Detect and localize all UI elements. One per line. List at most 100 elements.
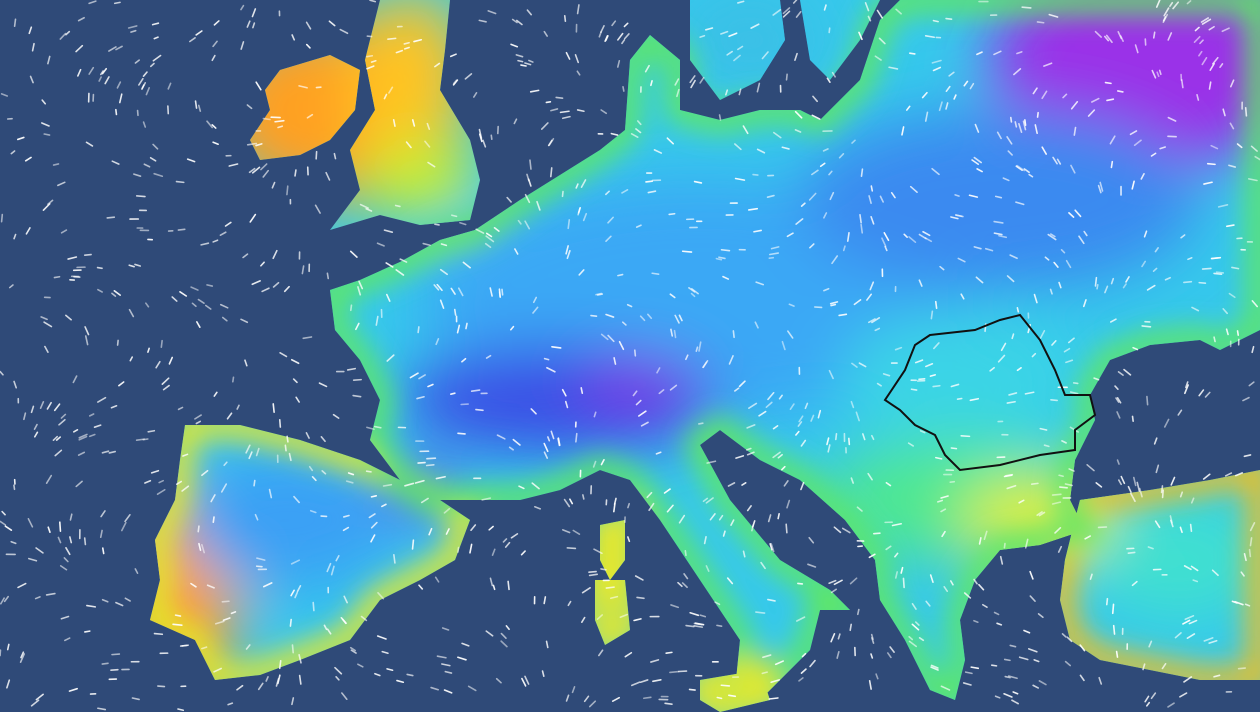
wind-particle [158,479,164,484]
wind-particle [575,183,579,189]
wind-particle [403,41,410,45]
wind-particle [240,318,249,324]
wind-particle [943,586,949,592]
wind-particle [1131,180,1135,190]
wind-particle [501,288,504,296]
wind-particle [86,604,97,608]
wind-particle [705,27,714,31]
wind-particle [1021,6,1032,9]
wind-particle [435,338,440,346]
wind-particle [1201,18,1212,25]
wind-particle [1054,526,1062,534]
wind-particle [922,230,931,237]
wind-particle [737,0,745,4]
wind-particle [655,451,662,455]
wind-particle [1201,57,1208,66]
wind-particle [509,325,515,331]
wind-particle [567,600,572,607]
wind-particle [1145,701,1151,707]
wind-particle [298,674,302,685]
wind-particle [1219,63,1224,69]
wind-particle [1006,275,1015,283]
wind-particle [52,163,60,166]
wind-particle [13,233,17,240]
wind-particle [427,383,434,388]
wind-particle [236,404,240,410]
wind-particle [758,410,767,417]
wind-particle [345,480,354,484]
wind-particle [1013,68,1022,76]
wind-particle [545,640,549,649]
wind-particle [823,287,830,292]
wind-particle [870,653,874,659]
wind-particle [150,62,155,68]
wind-particle [1154,520,1161,529]
wind-particle [418,584,424,590]
wind-particle [1051,493,1062,496]
wind-particle [888,66,899,70]
wind-particle [543,451,549,459]
wind-particle [1095,482,1103,488]
wind-particle [439,268,449,276]
wind-particle [10,540,17,545]
wind-particle [1058,474,1064,478]
wind-particle [881,237,887,248]
wind-particle [1243,454,1252,458]
wind-particle [969,397,980,402]
wind-particle [1146,395,1149,406]
wind-particle [699,76,705,84]
wind-particle [1010,116,1013,123]
wind-particle [1112,624,1116,635]
wind-particle [108,450,116,454]
wind-particle [973,578,978,585]
wind-particle [550,167,553,178]
wind-particle [518,485,525,490]
wind-particle [1004,675,1011,679]
wind-particle [451,214,458,218]
wind-particle [870,434,875,441]
wind-particle [1213,272,1223,276]
wind-particle [153,632,164,636]
wind-particle [6,679,11,689]
wind-particle [640,421,649,427]
wind-particle [794,129,802,133]
wind-particle [1221,27,1230,33]
wind-particle [1146,284,1156,291]
wind-particle [1023,629,1031,634]
wind-particle [283,285,290,293]
wind-particle [975,276,984,284]
wind-particle [500,640,508,648]
wind-particle [1029,595,1036,602]
wind-particle [461,357,467,363]
wind-particle [894,571,898,579]
wind-particle [189,37,196,43]
wind-particle [766,194,775,198]
wind-particle [197,525,200,533]
wind-particle [782,7,791,15]
wind-particle [746,505,752,512]
wind-particle [822,148,829,152]
wind-particle [666,504,674,513]
wind-particle [502,538,508,543]
wind-particle [797,421,803,427]
wind-particle [220,483,228,493]
wind-particle [24,156,32,162]
wind-particle [434,223,440,226]
wind-particle [830,588,838,594]
wind-particle [1091,97,1100,103]
wind-particle [1044,256,1050,261]
wind-particle [478,19,487,23]
wind-particle [1061,633,1067,638]
wind-particle [152,54,162,62]
wind-particle [962,682,972,686]
wind-particle [997,354,1006,363]
wind-particle [366,65,375,70]
wind-particle [1208,25,1215,31]
wind-particle [31,42,35,52]
wind-particle [950,447,958,450]
wind-particle [253,479,256,487]
wind-particle [496,434,506,440]
wind-particle [1167,702,1175,708]
